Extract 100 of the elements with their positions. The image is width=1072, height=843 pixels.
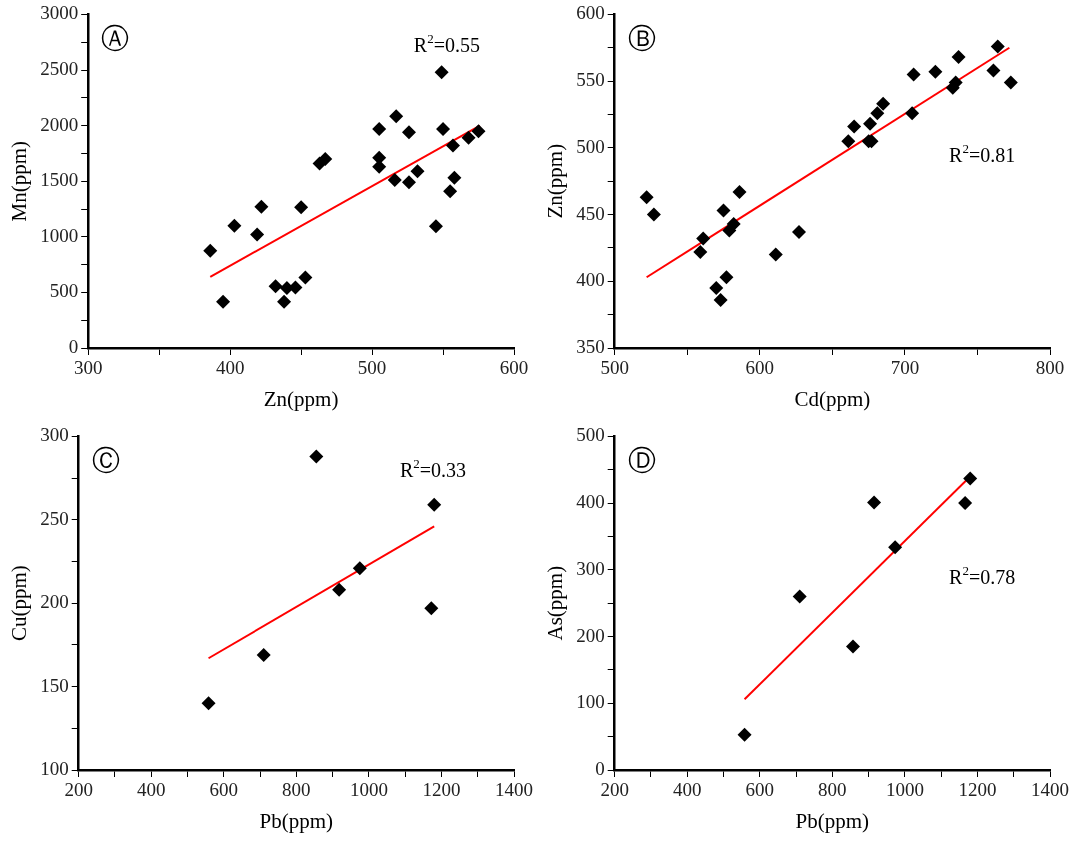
- y-tick-label: 1500: [40, 169, 79, 191]
- x-tick-label: 1400: [1031, 779, 1069, 801]
- x-tick-label: 600: [745, 357, 775, 379]
- x-tick-label: 800: [282, 779, 311, 801]
- y-tick-label: 2500: [40, 57, 79, 79]
- point: [928, 64, 943, 79]
- point: [737, 727, 752, 742]
- point: [410, 164, 425, 179]
- x-tick-label: 500: [600, 357, 629, 379]
- x-axis-title: Zn(ppm): [263, 386, 339, 411]
- point: [1003, 75, 1018, 90]
- point: [318, 151, 333, 166]
- y-axis-title: Mn(ppm): [7, 140, 32, 222]
- point: [387, 173, 402, 188]
- point: [841, 134, 856, 149]
- y-tick-label: 350: [576, 335, 605, 357]
- point: [298, 270, 313, 285]
- point: [792, 589, 807, 604]
- x-tick-label: 600: [745, 779, 775, 801]
- annotation: Ⓐ: [101, 22, 130, 54]
- point: [906, 67, 921, 82]
- annotation: Ⓑ: [628, 22, 657, 54]
- point: [201, 696, 216, 711]
- x-tick-label: 700: [890, 357, 920, 379]
- x-tick-label: 400: [673, 779, 702, 801]
- point: [427, 497, 442, 512]
- point: [870, 106, 885, 121]
- x-tick-label: 200: [600, 779, 629, 801]
- y-tick-label: 100: [40, 757, 69, 779]
- point: [876, 96, 891, 111]
- x-tick-label: 800: [818, 779, 847, 801]
- x-tick-label: 1200: [422, 779, 461, 801]
- point: [963, 471, 978, 486]
- point: [719, 270, 734, 285]
- y-tick-label: 500: [576, 135, 605, 157]
- x-axis-title: Pb(ppm): [259, 808, 334, 833]
- y-tick-label: 500: [576, 424, 605, 446]
- x-tick-label: 500: [357, 357, 387, 379]
- y-tick-label: 600: [576, 2, 605, 24]
- y-tick-label: 250: [40, 507, 69, 529]
- x-tick-label: 600: [209, 779, 239, 801]
- point: [256, 647, 271, 662]
- point: [332, 582, 347, 597]
- x-tick-label: 600: [499, 357, 529, 379]
- y-tick-label: 0: [595, 757, 605, 779]
- x-tick-label: 1000: [885, 779, 924, 801]
- y-tick-label: 500: [49, 280, 79, 302]
- point: [401, 175, 416, 190]
- x-tick-label: 400: [137, 779, 166, 801]
- point: [445, 138, 460, 153]
- y-tick-label: 550: [576, 69, 605, 91]
- point: [847, 119, 862, 134]
- point: [863, 116, 878, 131]
- y-tick-label: 150: [40, 674, 69, 696]
- point: [986, 63, 1001, 78]
- x-axis-title: Cd(ppm): [794, 386, 871, 411]
- y-axis-title: Zn(ppm): [543, 143, 568, 219]
- point: [713, 292, 728, 307]
- y-tick-label: 1000: [40, 224, 79, 246]
- point: [372, 121, 387, 136]
- point: [768, 247, 783, 262]
- point: [389, 109, 404, 124]
- x-tick-label: 1400: [495, 779, 533, 801]
- point: [434, 65, 449, 80]
- y-tick-label: 400: [576, 491, 605, 513]
- point: [227, 218, 242, 233]
- y-tick-label: 200: [576, 624, 605, 646]
- x-axis-title: Pb(ppm): [795, 808, 870, 833]
- x-tick-label: 1000: [349, 779, 388, 801]
- point: [951, 50, 966, 65]
- point: [905, 106, 920, 121]
- point: [716, 203, 731, 218]
- point: [471, 124, 486, 139]
- point: [277, 294, 292, 309]
- x-tick-label: 300: [73, 357, 103, 379]
- y-tick-label: 200: [40, 591, 69, 613]
- y-tick-label: 300: [576, 557, 605, 579]
- point: [428, 219, 443, 234]
- point: [639, 190, 654, 205]
- point: [250, 227, 265, 242]
- x-tick-label: 200: [64, 779, 93, 801]
- annotation: Ⓓ: [628, 444, 657, 476]
- point: [268, 279, 283, 294]
- point: [254, 199, 269, 214]
- x-tick-label: 400: [215, 357, 245, 379]
- point: [294, 200, 309, 215]
- y-tick-label: 300: [40, 424, 69, 446]
- point: [693, 244, 708, 259]
- y-tick-label: 400: [576, 269, 605, 291]
- y-tick-label: 100: [576, 691, 605, 713]
- point: [216, 294, 231, 309]
- point: [709, 280, 724, 295]
- point: [646, 207, 661, 222]
- x-tick-label: 1200: [958, 779, 997, 801]
- point: [732, 184, 747, 199]
- point: [846, 639, 861, 654]
- point: [791, 224, 806, 239]
- point: [990, 39, 1005, 54]
- point: [461, 130, 476, 145]
- y-tick-label: 0: [68, 335, 79, 357]
